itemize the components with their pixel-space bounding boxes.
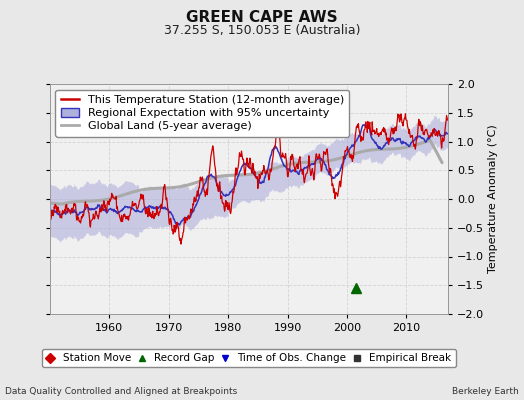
- Text: 37.255 S, 150.053 E (Australia): 37.255 S, 150.053 E (Australia): [163, 24, 361, 37]
- Text: Data Quality Controlled and Aligned at Breakpoints: Data Quality Controlled and Aligned at B…: [5, 387, 237, 396]
- Y-axis label: Temperature Anomaly (°C): Temperature Anomaly (°C): [488, 125, 498, 273]
- Text: Berkeley Earth: Berkeley Earth: [452, 387, 519, 396]
- Legend: Station Move, Record Gap, Time of Obs. Change, Empirical Break: Station Move, Record Gap, Time of Obs. C…: [42, 349, 456, 368]
- Text: GREEN CAPE AWS: GREEN CAPE AWS: [186, 10, 338, 25]
